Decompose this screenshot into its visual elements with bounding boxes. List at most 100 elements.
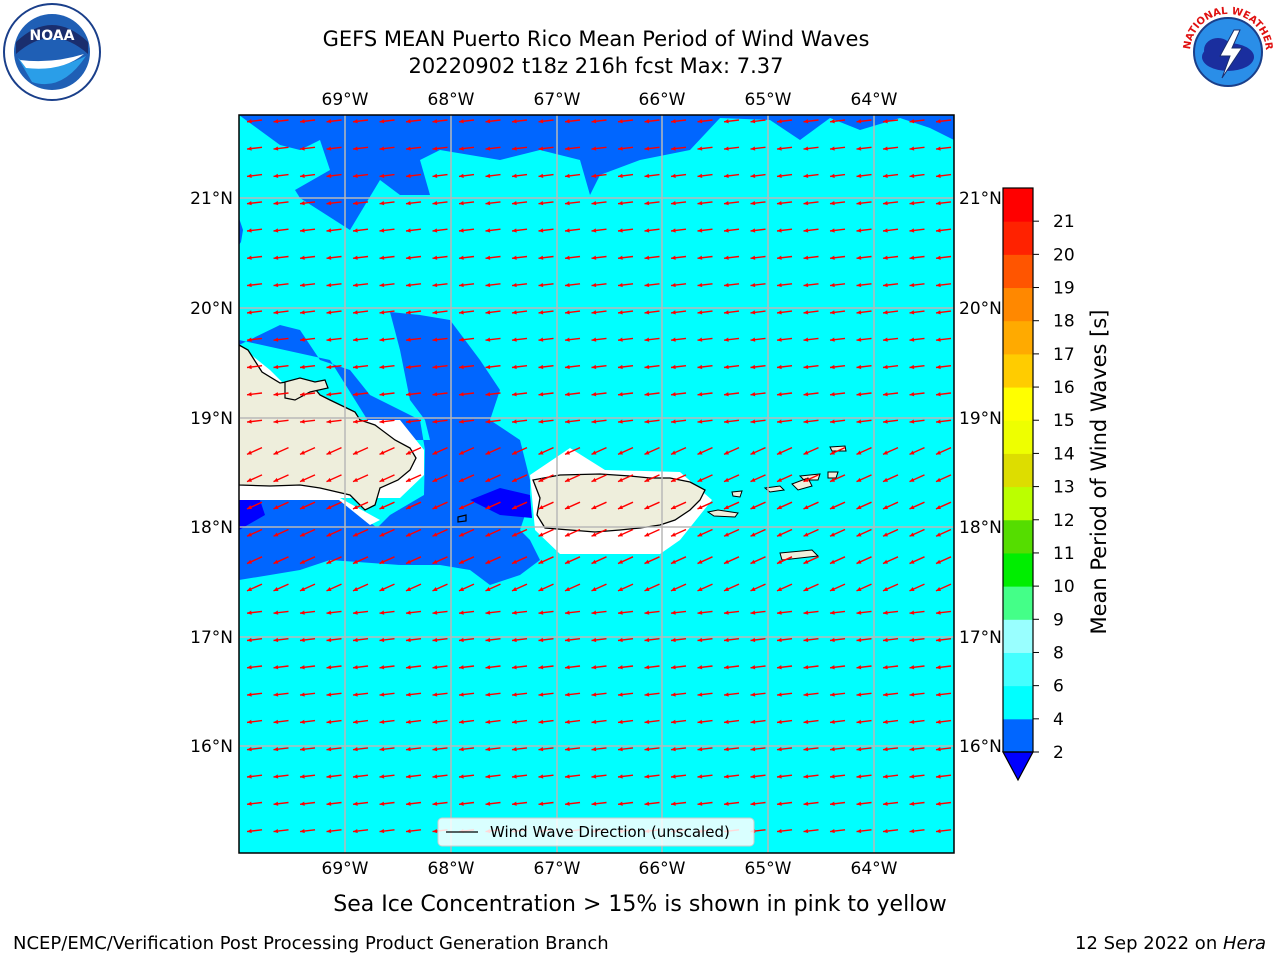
wind-wave-arrowhead xyxy=(485,665,491,670)
wind-wave-arrowhead xyxy=(353,201,358,206)
colorbar-cell xyxy=(1003,685,1033,720)
wind-wave-arrowhead xyxy=(830,173,835,178)
wind-wave-arrowhead xyxy=(803,419,809,424)
wind-wave-arrowhead xyxy=(485,450,491,455)
wind-wave-arrowhead xyxy=(856,665,862,670)
wind-wave-arrowhead xyxy=(750,747,756,752)
wind-wave-arrowhead xyxy=(750,201,756,206)
wind-wave-arrowhead xyxy=(803,587,809,591)
wind-wave-arrowhead xyxy=(406,477,411,482)
wind-wave-arrowhead xyxy=(724,419,729,424)
colorbar-cell xyxy=(1003,453,1033,488)
lat-label-right: 21°N xyxy=(959,189,1002,209)
wind-wave-arrowhead xyxy=(909,719,915,724)
colorbar-tick-label: 18 xyxy=(1053,312,1075,332)
wind-wave-arrowhead xyxy=(909,587,915,591)
lon-label-top: 64°W xyxy=(851,90,898,110)
wind-wave-arrowhead xyxy=(618,228,623,233)
wind-wave-arrowhead xyxy=(379,719,385,724)
wind-wave-arrowhead xyxy=(883,228,888,233)
wind-wave-arrowhead xyxy=(300,801,305,806)
wind-wave-arrowhead xyxy=(326,587,332,591)
wind-wave-arrowhead xyxy=(909,801,915,806)
wind-wave-arrowhead xyxy=(936,282,941,288)
wind-wave-arrowhead xyxy=(538,282,544,288)
wind-wave-arrowhead xyxy=(432,559,438,564)
wind-wave-arrowhead xyxy=(300,719,305,724)
wind-wave-arrowhead xyxy=(724,364,729,370)
wind-wave-arrowhead xyxy=(406,282,411,288)
wind-wave-arrowhead xyxy=(326,477,332,482)
wind-wave-arrowhead xyxy=(856,505,862,510)
wind-wave-arrowhead xyxy=(432,364,438,370)
lon-label-top: 68°W xyxy=(428,90,475,110)
wind-wave-arrowhead xyxy=(883,337,888,342)
wind-wave-arrowhead xyxy=(512,119,517,124)
wind-wave-arrowhead xyxy=(485,477,491,482)
colorbar-tick-label: 12 xyxy=(1053,511,1075,531)
wind-wave-arrowhead xyxy=(936,587,941,591)
wind-wave-arrowhead xyxy=(830,392,835,397)
wind-wave-arrowhead xyxy=(777,587,782,591)
wind-wave-arrowhead xyxy=(803,532,809,537)
wind-wave-arrowhead xyxy=(803,173,809,178)
lat-labels-left: 21°N 20°N 19°N 18°N 17°N 16°N xyxy=(190,189,233,757)
wind-wave-arrowhead xyxy=(300,282,305,288)
wind-wave-arrowhead xyxy=(459,201,464,206)
wind-wave-arrowhead xyxy=(803,310,809,315)
wind-wave-arrowhead xyxy=(485,282,491,288)
wind-wave-arrowhead xyxy=(406,392,411,397)
wind-wave-arrowhead xyxy=(724,559,729,564)
wind-wave-arrowhead xyxy=(247,801,252,806)
wind-wave-arrowhead xyxy=(644,364,650,370)
wind-wave-arrowhead xyxy=(777,477,782,482)
wind-wave-arrowhead xyxy=(273,173,279,178)
wind-wave-arrowhead xyxy=(247,419,252,424)
wind-wave-arrowhead xyxy=(591,801,597,806)
wind-wave-arrowhead xyxy=(300,532,305,537)
wind-wave-arrowhead xyxy=(379,337,385,342)
wind-wave-arrowhead xyxy=(485,119,491,124)
wind-wave-arrowhead xyxy=(538,637,544,643)
wind-wave-arrowhead xyxy=(247,828,252,834)
wind-wave-arrowhead xyxy=(830,450,835,455)
wind-wave-arrowhead xyxy=(485,692,491,697)
wind-wave-arrowhead xyxy=(750,559,756,564)
wind-wave-arrowhead xyxy=(273,450,279,455)
wind-wave-arrowhead xyxy=(618,747,623,752)
wind-wave-arrowhead xyxy=(432,310,438,315)
wind-wave-arrowhead xyxy=(777,450,782,455)
wind-wave-arrowhead xyxy=(909,310,915,315)
wind-wave-arrowhead xyxy=(830,587,835,591)
wind-wave-arrowhead xyxy=(353,587,358,591)
wind-wave-arrowhead xyxy=(247,665,252,670)
wind-wave-arrowhead xyxy=(618,364,623,370)
wind-wave-arrowhead xyxy=(777,505,782,510)
wind-wave-arrowhead xyxy=(459,637,464,643)
wind-wave-arrowhead xyxy=(459,419,464,424)
wind-wave-arrowhead xyxy=(644,477,650,482)
wind-wave-arrowhead xyxy=(777,419,782,424)
wind-wave-arrowhead xyxy=(247,719,252,724)
map-legend: Wind Wave Direction (unscaled) xyxy=(437,817,755,847)
wind-wave-arrowhead xyxy=(856,532,862,537)
wind-wave-arrowhead xyxy=(512,587,517,591)
wind-wave-arrowhead xyxy=(326,692,332,697)
wind-wave-arrowhead xyxy=(379,665,385,670)
wind-wave-arrowhead xyxy=(750,505,756,510)
wind-wave-arrowhead xyxy=(856,450,862,455)
wind-wave-arrowhead xyxy=(936,201,941,206)
wind-wave-arrowhead xyxy=(538,173,544,178)
wind-wave-arrowhead xyxy=(485,719,491,724)
date-text: 12 Sep 2022 on xyxy=(1075,933,1223,954)
wind-wave-arrowhead xyxy=(644,119,650,124)
wind-wave-arrowhead xyxy=(830,559,835,564)
colorbar-tick-label: 9 xyxy=(1053,610,1064,630)
lon-label-bottom: 67°W xyxy=(534,859,581,879)
wind-wave-arrowhead xyxy=(618,505,623,510)
wind-wave-arrowhead xyxy=(512,692,517,697)
colorbar-cell xyxy=(1003,221,1033,255)
wind-wave-arrowhead xyxy=(936,228,941,233)
wind-wave-arrowhead xyxy=(697,146,703,151)
wind-wave-arrowhead xyxy=(830,310,835,315)
